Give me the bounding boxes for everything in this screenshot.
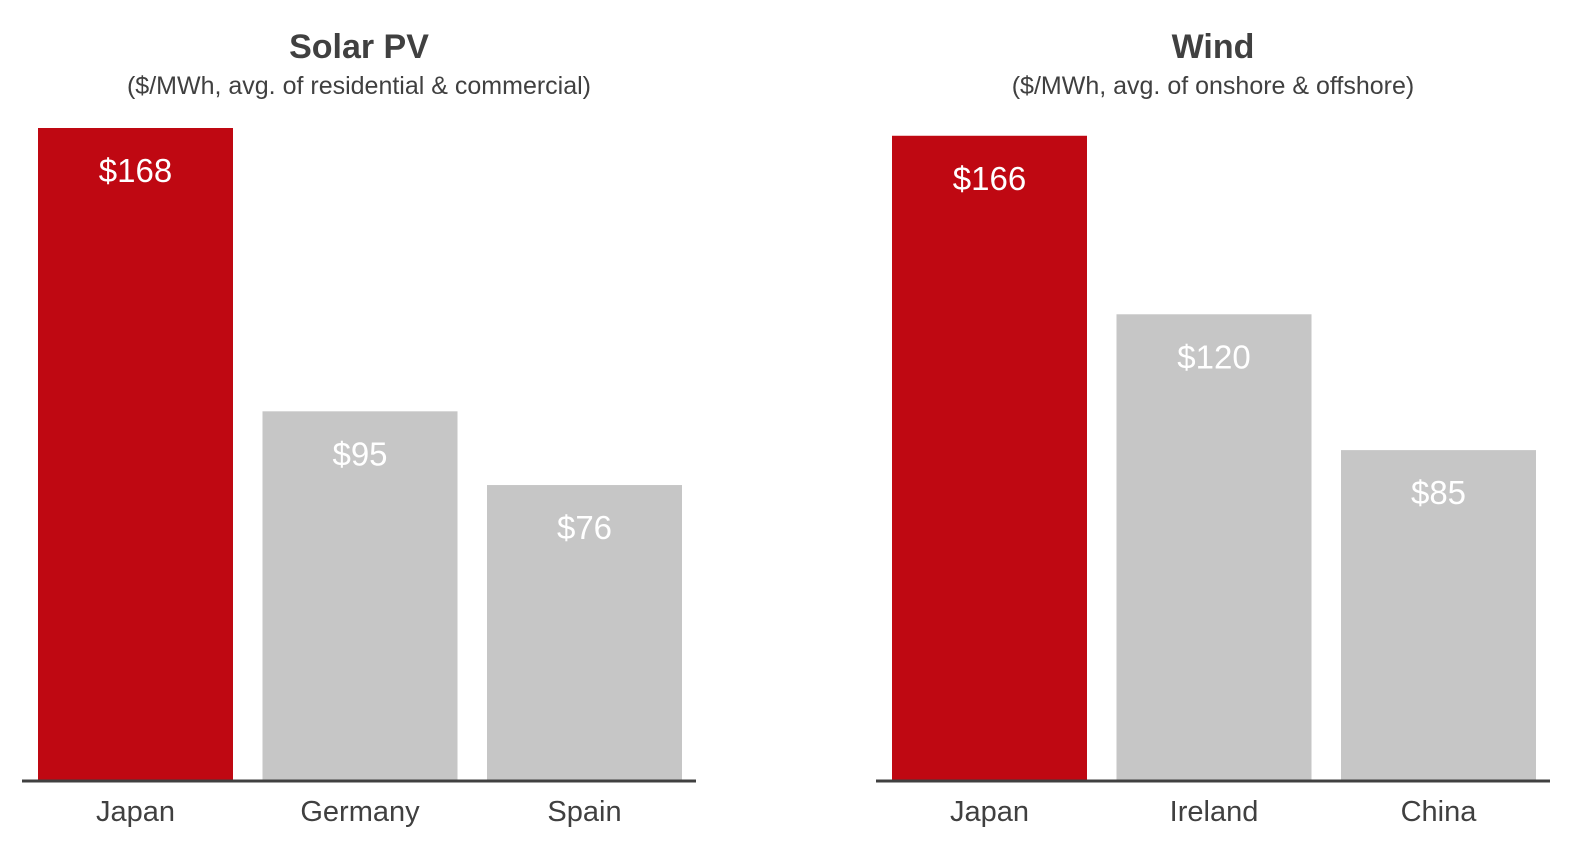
chart-subtitle: ($/MWh, avg. of onshore & offshore) — [1012, 72, 1415, 100]
x-tick-label-ireland: Ireland — [1170, 796, 1259, 828]
chart-title: Wind — [1172, 28, 1255, 66]
data-label-japan: $168 — [99, 152, 172, 189]
bar-spain — [487, 485, 682, 780]
x-tick-label-china: China — [1401, 796, 1478, 828]
x-tick-label-japan: Japan — [96, 796, 175, 828]
data-label-spain: $76 — [557, 509, 612, 546]
x-tick-label-spain: Spain — [547, 796, 621, 828]
data-label-china: $85 — [1411, 474, 1466, 511]
x-tick-label-germany: Germany — [300, 796, 420, 828]
data-label-japan: $166 — [953, 160, 1026, 197]
data-label-ireland: $120 — [1177, 338, 1250, 375]
bar-group: $168 Japan $95 Germany $76 Spain — [38, 128, 682, 828]
bar-ireland — [1116, 314, 1312, 780]
bar-china — [1341, 450, 1536, 780]
chart-title: Solar PV — [289, 28, 429, 66]
bar-germany — [262, 411, 458, 780]
chart-wind: Wind ($/MWh, avg. of onshore & offshore)… — [876, 28, 1550, 828]
x-tick-label-japan: Japan — [950, 796, 1029, 828]
bar-japan — [892, 135, 1087, 780]
bar-group: $166 Japan $120 Ireland $85 China — [892, 135, 1536, 828]
data-label-germany: $95 — [332, 435, 387, 472]
chart-solar-pv: Solar PV ($/MWh, avg. of residential & c… — [22, 28, 696, 828]
chart-subtitle: ($/MWh, avg. of residential & commercial… — [127, 72, 591, 100]
bar-japan — [38, 128, 233, 780]
